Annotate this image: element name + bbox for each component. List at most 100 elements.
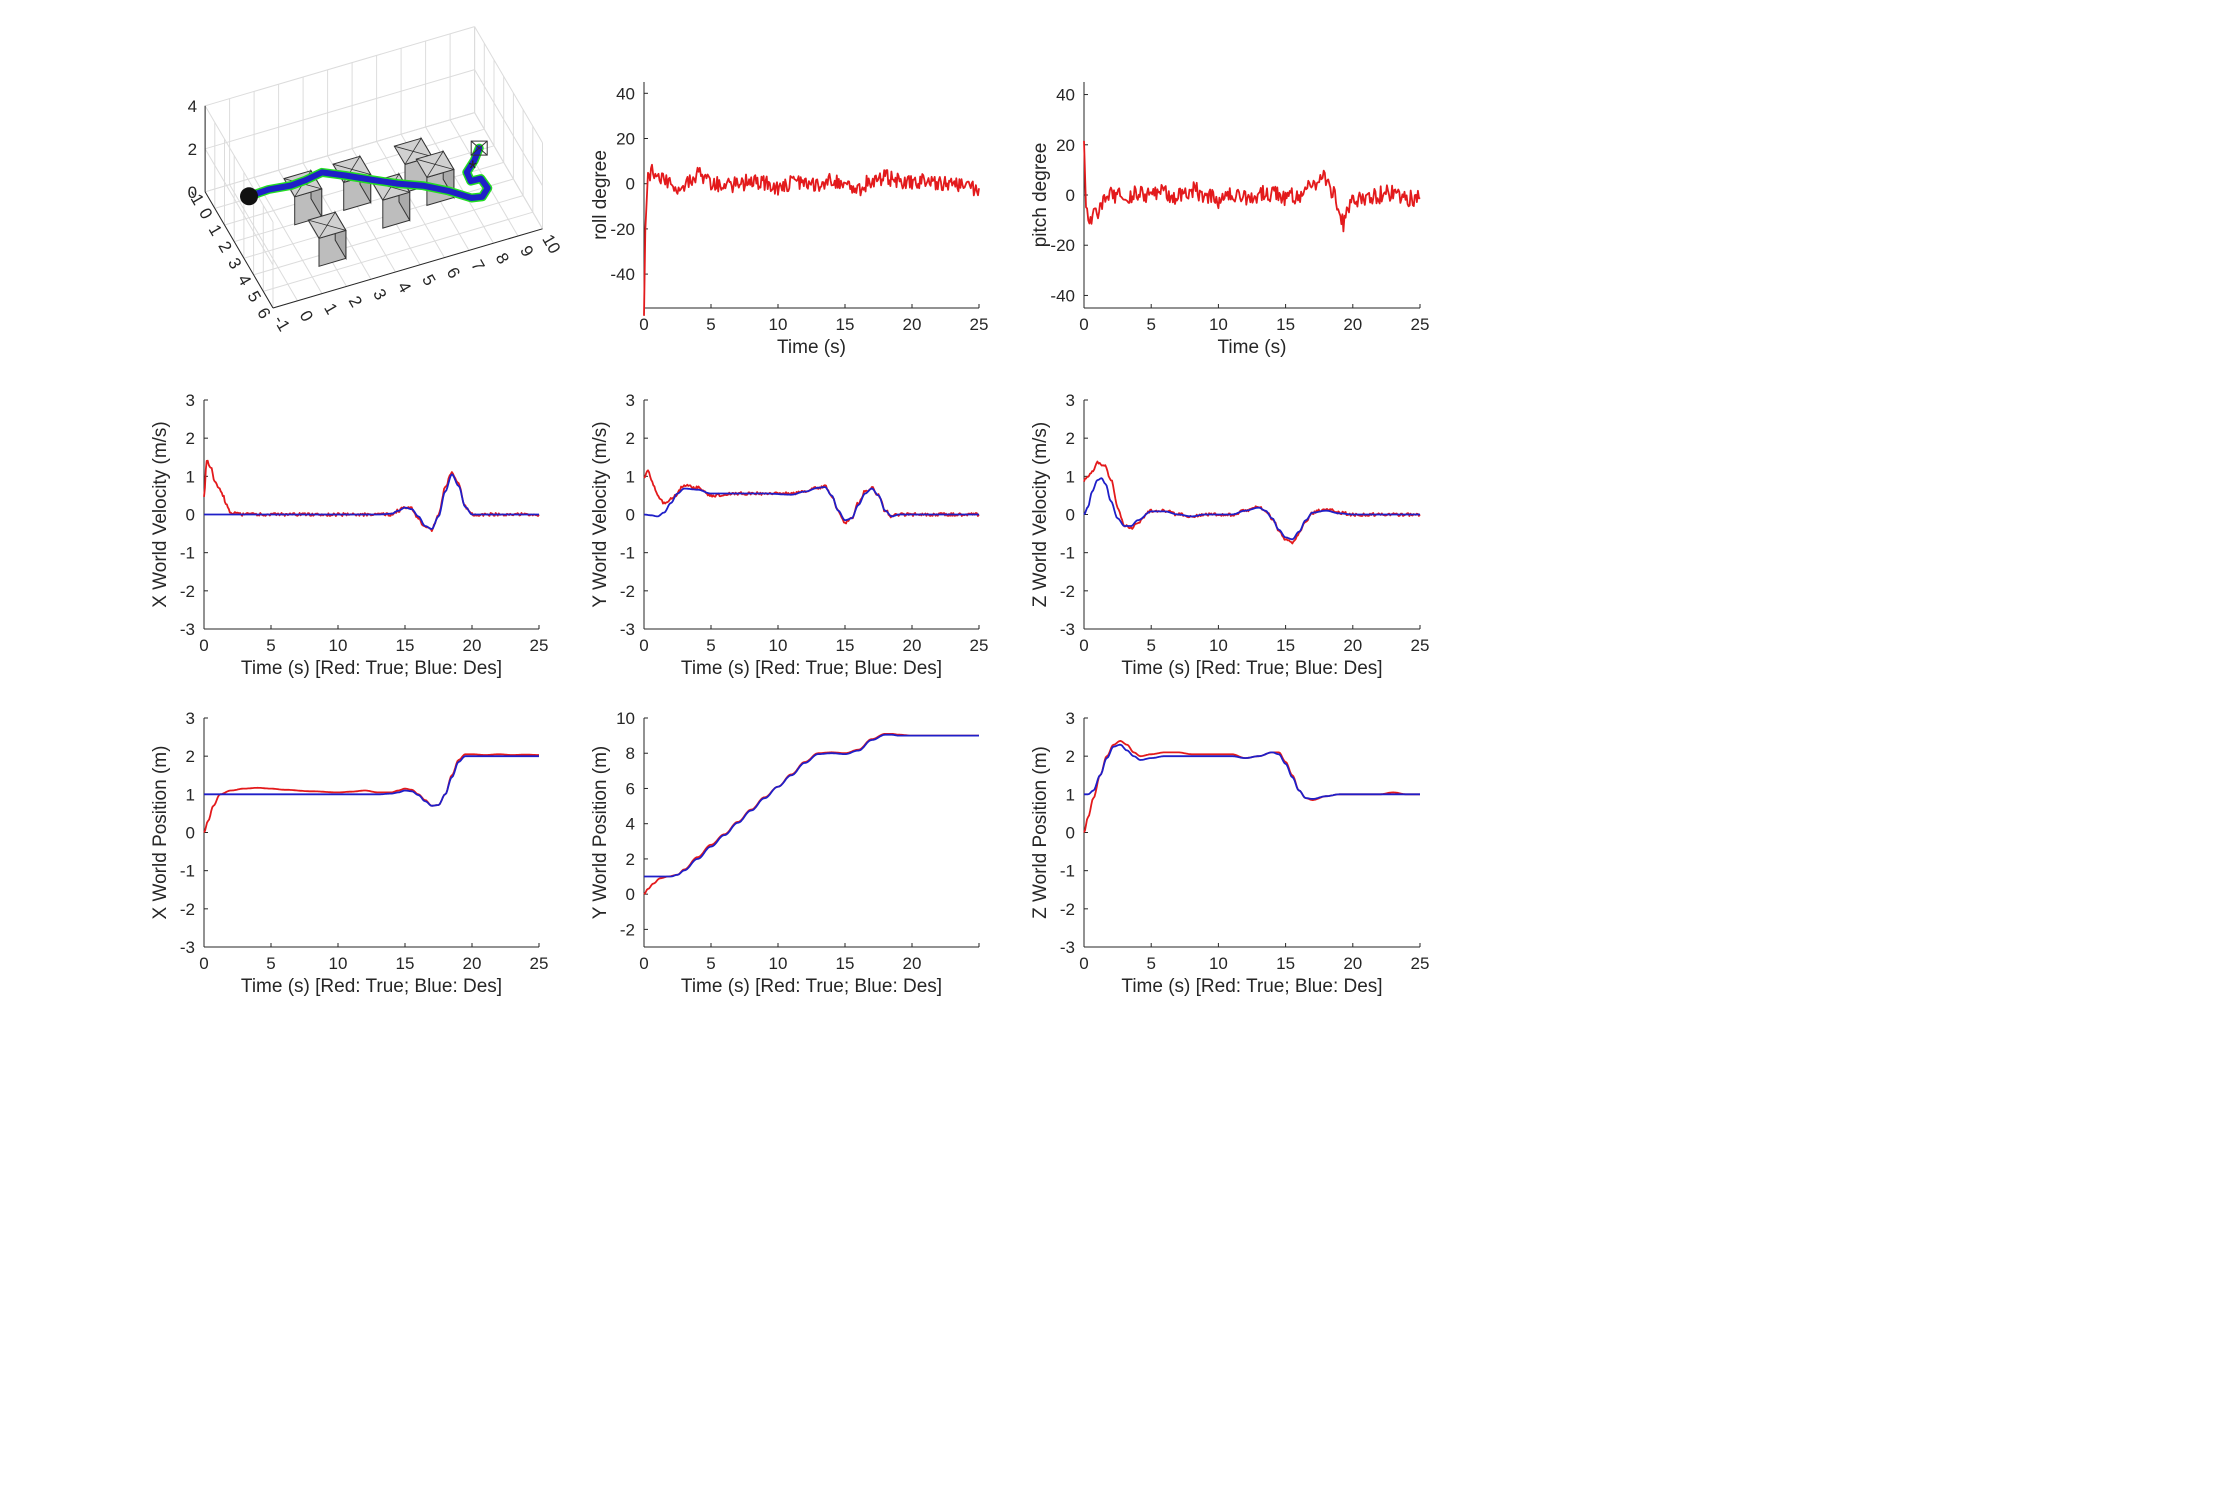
x-tick-label: 5 (706, 315, 715, 334)
start-marker (240, 187, 258, 206)
desired-series-line (204, 755, 539, 807)
x-tick-label: 0 (639, 954, 648, 973)
x-tick-label: 15 (396, 636, 415, 655)
x-axis-label: Time (s) [Red: True; Blue: Des] (681, 976, 942, 997)
x-tick-label: 0 (199, 954, 208, 973)
x-axis-label: Time (s) [Red: True; Blue: Des] (241, 658, 502, 679)
x-tick-label: 10 (1209, 636, 1228, 655)
wall-grid-line (204, 112, 475, 193)
y-axis-label: Z World Velocity (m/s) (1030, 422, 1051, 607)
x-axis-label: Time (s) [Red: True; Blue: Des] (1121, 976, 1382, 997)
obstacle-diagonal (332, 163, 371, 175)
x-tick-label: 20 (463, 954, 482, 973)
x-tick-label: 25 (1411, 315, 1430, 334)
floor-grid-line (425, 126, 494, 244)
y-tick-label: -3 (620, 620, 635, 639)
desired-series-line (644, 733, 979, 878)
y-tick-label: 0 (1066, 824, 1075, 843)
x-tick-label: 0 (199, 636, 208, 655)
x-axis-label: Time (s) [Red: True; Blue: Des] (681, 658, 942, 679)
wall-grid-line (204, 148, 274, 266)
wall-grid-line (474, 26, 543, 144)
z-position-plot: 0 5 10 15 20 25 -3 -2 -1 0 1 2 3 Time (s) [Red: True;… (1030, 709, 1429, 997)
y-tick-label: 2 (626, 850, 635, 869)
y-tick-label: -40 (610, 265, 635, 284)
x-position-plot: 0 5 10 15 20 25 -3 -2 -1 0 1 2 3 Time (s) [Red: True;… (150, 709, 548, 997)
x-tick-label: 15 (1276, 636, 1295, 655)
y-tick-label: -20 (610, 220, 635, 239)
y-tick-label: 4 (626, 815, 635, 834)
y-tick-label: -3 (1060, 620, 1075, 639)
x-tick-label: 20 (1343, 315, 1362, 334)
y-tick-label: 3 (626, 391, 635, 410)
y-tick-label: 10 (616, 709, 635, 728)
y-tick-label: 3 (186, 391, 195, 410)
x-tick-label: 15 (1276, 315, 1295, 334)
y-tick-label: -3 (180, 620, 195, 639)
x-tick-label: 15 (1276, 954, 1295, 973)
y-tick-label: -1 (1060, 862, 1075, 881)
wall-grid-line (204, 69, 475, 150)
y-axis-line (204, 191, 274, 309)
x-axis-label: Time (s) (1218, 337, 1287, 358)
x-tick-label: 0 (1079, 954, 1088, 973)
true-series-line (203, 753, 539, 833)
x-tick-label: 15 (396, 954, 415, 973)
y-tick-label: 3 (1066, 391, 1075, 410)
true-series-line (1083, 140, 1421, 233)
x-tick-label: 20 (903, 636, 922, 655)
y-tick-label: -2 (620, 582, 635, 601)
obstacle-diagonal (394, 145, 433, 157)
z-tick-label: 2 (188, 140, 197, 159)
x-tick-label: 15 (836, 954, 855, 973)
y-tick-label: 3 (186, 709, 195, 728)
y-axis-label: Y World Position (m) (590, 746, 611, 920)
y-axis-label: Y World Velocity (m/s) (590, 421, 611, 607)
y-tick-label: 0 (186, 824, 195, 843)
y-axis-label: X World Velocity (m/s) (150, 421, 171, 608)
goal-star-marker: * (468, 156, 477, 181)
x-tick-label: 25 (970, 636, 989, 655)
obstacle-diagonal (416, 158, 454, 170)
x-tick-label: 20 (903, 954, 922, 973)
desired-series-line (204, 473, 539, 530)
y-velocity-plot: 0 5 10 15 20 25 -3 -2 -1 0 1 2 3 Time (s) [Red: True;… (590, 391, 988, 679)
y-tick-label: 6 (626, 779, 635, 798)
y-tick-label: -3 (1060, 938, 1075, 957)
x-tick-label: 25 (530, 636, 549, 655)
obstacle-diagonal (308, 219, 347, 231)
y-tick-label: -2 (180, 582, 195, 601)
y-tick-label: -3 (180, 938, 195, 957)
drone-marker (470, 140, 488, 156)
y-tick-label: 2 (1066, 429, 1075, 448)
roll-plot: 0 5 10 15 20 25 -40 -20 0 20 40 Time (s) roll degree (590, 82, 988, 358)
x-tick-label: 20 (1343, 636, 1362, 655)
x-axis-label: Time (s) (777, 337, 846, 358)
desired-series-line (643, 486, 979, 522)
x-tick-label: 5 (1146, 636, 1155, 655)
x-tick-label: 15 (836, 315, 855, 334)
y-tick-label: 0 (626, 175, 635, 194)
y-tick-label: 0 (186, 506, 195, 525)
y-tick-label: 2 (626, 429, 635, 448)
wall-grid-line (204, 26, 475, 107)
y-tick-label: 1 (186, 785, 195, 804)
y-axis-label: X World Position (m) (150, 746, 171, 920)
wall-grid-line (204, 105, 274, 223)
floor-grid-line (253, 177, 323, 294)
x-tick-label: 5 (266, 954, 275, 973)
y-tick-label: 0 (626, 885, 635, 904)
x-tick-label: 10 (329, 636, 348, 655)
desired-series-line (1084, 743, 1420, 800)
y-tick-label: -2 (1060, 582, 1075, 601)
floor-grid-line (263, 211, 533, 292)
x-tick-label: 5 (706, 954, 715, 973)
pitch-plot: 0 5 10 15 20 25 -40 -20 0 20 40 Time (s) pitch degre… (1030, 82, 1429, 358)
flown-path (246, 145, 491, 201)
x-tick-label: 25 (970, 315, 989, 334)
y-tick-label: 2 (186, 429, 195, 448)
floor-grid-line (376, 141, 445, 258)
x-tick-label: 25 (530, 954, 549, 973)
x-tick-label: 5 (266, 636, 275, 655)
